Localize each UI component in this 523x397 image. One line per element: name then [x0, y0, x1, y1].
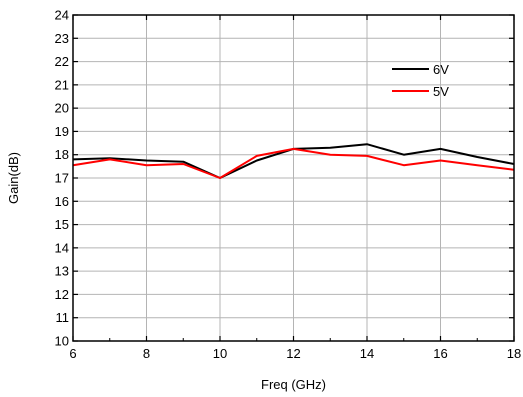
x-tick-label: 18	[507, 346, 521, 361]
y-tick-label: 13	[55, 264, 69, 279]
y-tick-label: 24	[55, 8, 69, 23]
x-tick-label: 14	[360, 346, 374, 361]
x-tick-label: 6	[69, 346, 76, 361]
y-tick-label: 17	[55, 171, 69, 186]
x-tick-label: 12	[286, 346, 300, 361]
y-tick-label: 15	[55, 217, 69, 232]
y-tick-label: 16	[55, 194, 69, 209]
y-tick-label: 20	[55, 101, 69, 116]
x-tick-label: 8	[143, 346, 150, 361]
y-tick-label: 14	[55, 240, 69, 255]
legend-label-5v: 5V	[433, 84, 449, 99]
y-tick-label: 23	[55, 31, 69, 46]
series-line-5v	[72, 147, 515, 179]
y-tick-label: 12	[55, 287, 69, 302]
y-tick-label: 21	[55, 77, 69, 92]
y-tick-label: 10	[55, 334, 69, 349]
x-axis-title: Freq (GHz)	[261, 377, 326, 392]
y-tick-label: 19	[55, 124, 69, 139]
series-lines	[72, 143, 515, 179]
y-tick-label: 18	[55, 147, 69, 162]
y-tick-label: 11	[56, 310, 70, 325]
y-axis-title: Gain(dB)	[6, 152, 21, 204]
x-tick-label: 10	[213, 346, 227, 361]
x-tick-label: 16	[433, 346, 447, 361]
grid	[73, 15, 514, 341]
legend-label-6v: 6V	[433, 62, 449, 77]
y-tick-label: 22	[55, 54, 69, 69]
axis-ticks: 6 8 10 12 14 16 18 10 11 12 13 14 15 16 17 18 19 20 21 22 23…	[55, 8, 522, 362]
